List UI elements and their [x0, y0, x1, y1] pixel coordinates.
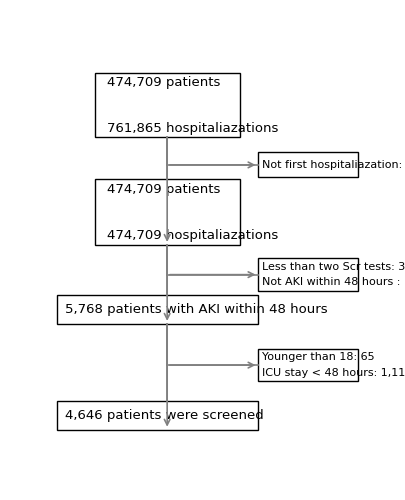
FancyBboxPatch shape [258, 152, 357, 178]
Text: 4,646 patients were screened: 4,646 patients were screened [65, 408, 263, 422]
Text: 474,709 patients

761,865 hospitaliazations: 474,709 patients 761,865 hospitaliazatio… [107, 76, 278, 134]
Text: Younger than 18: 65
ICU stay < 48 hours: 1,112: Younger than 18: 65 ICU stay < 48 hours:… [261, 352, 405, 378]
Text: Less than two Scr tests: 315,664
Not AKI within 48 hours : 153,277: Less than two Scr tests: 315,664 Not AKI… [261, 262, 405, 287]
FancyBboxPatch shape [95, 74, 239, 137]
FancyBboxPatch shape [258, 349, 357, 382]
Text: 5,768 patients with AKI within 48 hours: 5,768 patients with AKI within 48 hours [65, 303, 327, 316]
FancyBboxPatch shape [57, 295, 258, 324]
Text: Not first hospitaliazation: 287,156: Not first hospitaliazation: 287,156 [261, 160, 405, 170]
FancyBboxPatch shape [95, 180, 239, 245]
FancyBboxPatch shape [57, 400, 258, 430]
Text: 474,709 patients

474,709 hospitaliazations: 474,709 patients 474,709 hospitaliazatio… [107, 182, 278, 242]
FancyBboxPatch shape [258, 258, 357, 291]
